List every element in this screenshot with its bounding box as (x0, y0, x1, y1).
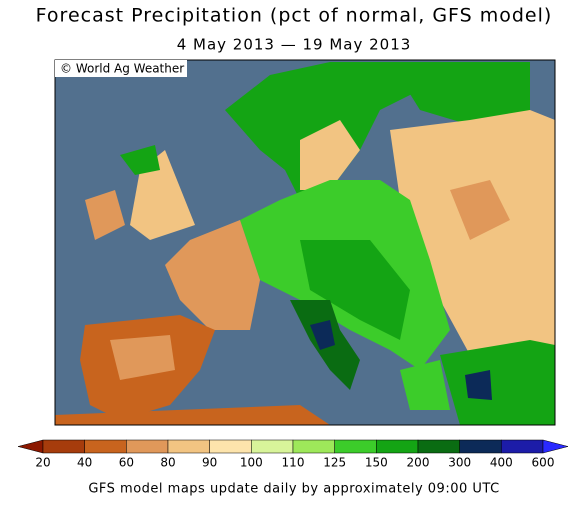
legend-swatch (459, 439, 502, 454)
legend-swatch (126, 439, 169, 454)
legend-label: 100 (240, 456, 263, 470)
legend-label: 80 (160, 456, 175, 470)
legend-label: 90 (202, 456, 217, 470)
legend-label: 20 (35, 456, 50, 470)
legend-label: 125 (323, 456, 346, 470)
legend-swatch (42, 439, 85, 454)
legend-swatch (334, 439, 377, 454)
legend-swatch (251, 439, 294, 454)
footer: GFS model maps update daily by approxima… (88, 482, 499, 497)
legend-label: 150 (365, 456, 388, 470)
legend-label: 60 (119, 456, 134, 470)
legend-swatch (501, 439, 544, 454)
legend-label: 300 (448, 456, 471, 470)
credit: © World Ag Weather (60, 62, 184, 76)
legend-arrow (17, 439, 44, 454)
legend-label: 110 (282, 456, 305, 470)
legend-label: 600 (532, 456, 555, 470)
legend-label: 200 (407, 456, 430, 470)
map (54, 59, 556, 426)
legend-arrow (542, 439, 569, 454)
legend-swatch (167, 439, 210, 454)
subtitle: 4 May 2013 — 19 May 2013 (177, 36, 412, 54)
legend-swatch (84, 439, 127, 454)
legend-swatch (292, 439, 335, 454)
legend-swatch (376, 439, 419, 454)
legend: 20 40 60 80 90 100 110 125 150 200 300 400 600 (17, 439, 569, 470)
legend-label: 40 (77, 456, 92, 470)
legend-swatch (417, 439, 460, 454)
legend-label: 400 (490, 456, 513, 470)
title: Forecast Precipitation (pct of normal, G… (36, 5, 553, 27)
legend-swatch (209, 439, 252, 454)
